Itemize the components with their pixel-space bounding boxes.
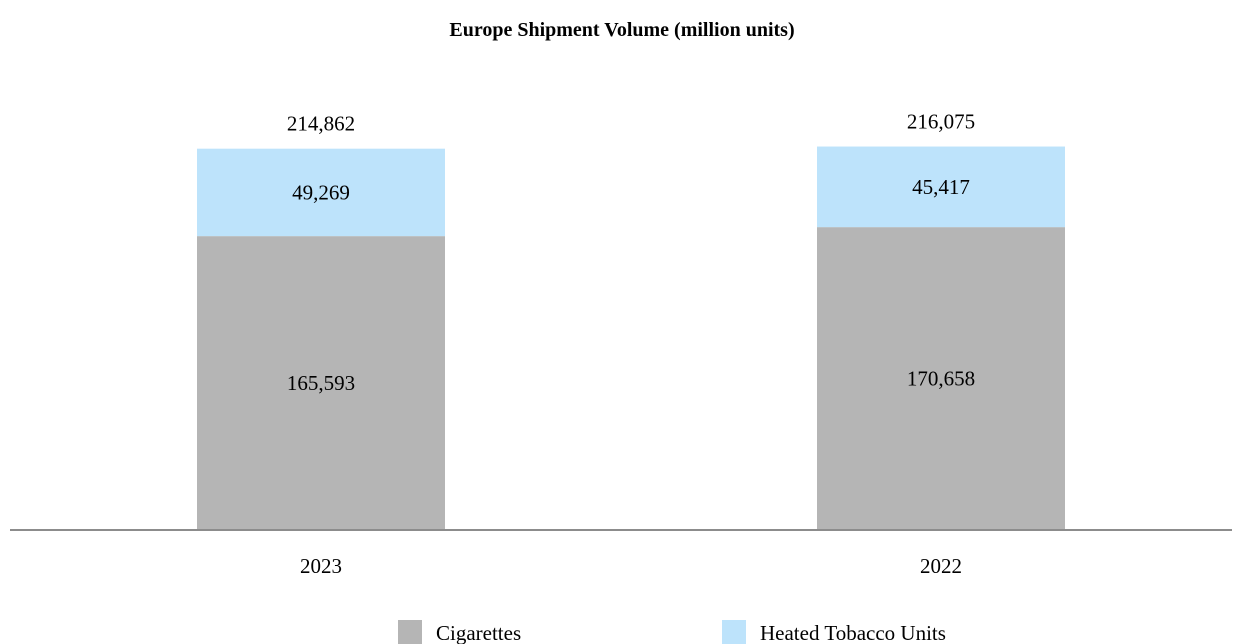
total-label: 216,075 [907,110,975,134]
bar-segment [817,146,1065,228]
data-label: 165,593 [287,371,355,395]
data-label: 170,658 [907,367,975,391]
legend: Cigarettes Heated Tobacco Units [398,620,946,644]
legend-label: Cigarettes [436,621,521,644]
bar-segment [817,227,1065,531]
bar-segment [197,148,445,237]
x-tick-label: 2022 [920,554,962,578]
bar-segment [197,236,445,530]
data-label: 49,269 [292,180,350,204]
legend-swatch [398,620,422,644]
chart-title: Europe Shipment Volume (million units) [449,19,794,41]
data-label: 45,417 [912,175,970,199]
total-label: 214,862 [287,112,355,136]
x-tick-label: 2023 [300,554,342,578]
bars-group: 165,593 49,269 214,862 170,658 45,417 216,075 [197,110,1065,531]
legend-swatch [722,620,746,644]
x-tick-labels: 2023 2022 [300,554,962,578]
legend-label: Heated Tobacco Units [760,621,946,644]
